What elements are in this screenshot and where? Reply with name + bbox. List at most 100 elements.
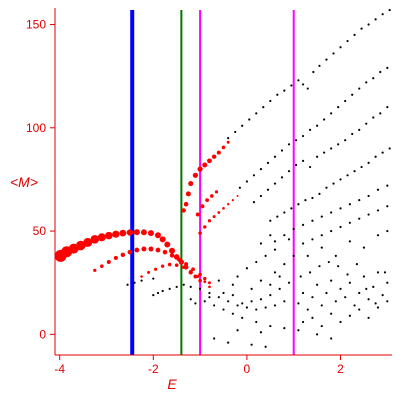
point-s1-205 <box>337 265 340 268</box>
point-s1-155 <box>273 248 277 251</box>
point-s1-43 <box>365 81 368 84</box>
point-s0-57 <box>202 162 208 168</box>
point-s0-70 <box>198 231 202 235</box>
point-s1-51 <box>280 176 284 179</box>
point-s0-67 <box>205 198 210 202</box>
point-s1-12 <box>306 87 309 90</box>
point-s1-174 <box>194 302 197 305</box>
point-s1-198 <box>376 271 380 274</box>
point-s1-187 <box>325 291 328 295</box>
axes: -4 -2 0 2 0 50 100 150 <box>26 8 392 376</box>
point-s1-117 <box>386 229 389 233</box>
point-s1-153 <box>255 260 258 264</box>
point-s1-156 <box>259 242 263 245</box>
point-s1-20 <box>360 27 363 30</box>
point-s1-131 <box>217 296 220 299</box>
point-s0-39 <box>198 272 202 277</box>
point-s1-96 <box>376 188 380 191</box>
point-s1-173 <box>189 298 192 301</box>
point-s0-63 <box>181 208 186 213</box>
point-s1-134 <box>245 306 249 309</box>
point-s0-53 <box>185 191 191 197</box>
point-s0-75 <box>222 207 225 210</box>
point-s1-164 <box>241 316 244 319</box>
point-s0-12 <box>140 229 147 236</box>
point-s0-77 <box>231 198 234 202</box>
point-s1-54 <box>301 159 305 162</box>
point-s0-47 <box>174 263 179 267</box>
point-s1-125 <box>182 283 185 286</box>
point-s1-133 <box>236 304 239 307</box>
point-s1-24 <box>388 8 391 12</box>
point-s1-218 <box>367 316 370 319</box>
point-s0-4 <box>83 237 93 247</box>
point-s1-122 <box>161 289 164 293</box>
point-s1-74 <box>318 192 321 195</box>
point-s0-25 <box>100 264 104 268</box>
y-tick-label-1: 50 <box>33 224 47 238</box>
x-tick-label-3: 2 <box>337 362 344 376</box>
point-s0-45 <box>160 264 165 268</box>
point-s1-49 <box>266 188 270 191</box>
point-s1-7 <box>276 93 279 96</box>
point-s1-217 <box>358 308 361 311</box>
point-s1-202 <box>308 271 312 274</box>
point-s1-113 <box>334 254 337 257</box>
point-s0-41 <box>207 281 211 285</box>
y-tick-label-2: 100 <box>26 121 46 135</box>
point-s0-58 <box>207 158 212 164</box>
point-s1-166 <box>269 324 272 328</box>
point-s1-72 <box>304 198 307 202</box>
point-s1-121 <box>152 277 155 280</box>
point-s0-14 <box>154 232 161 239</box>
point-s1-172 <box>208 296 211 299</box>
point-s0-54 <box>188 181 194 187</box>
point-s1-63 <box>365 122 368 125</box>
point-s1-140 <box>231 294 234 297</box>
point-s1-91 <box>330 211 333 214</box>
point-s1-158 <box>287 238 291 241</box>
point-s0-51 <box>203 280 207 284</box>
point-s0-22 <box>193 274 198 279</box>
point-s1-130 <box>208 291 211 295</box>
point-s1-95 <box>367 194 370 198</box>
point-s1-29 <box>266 161 270 165</box>
point-s1-203 <box>318 265 321 268</box>
point-s1-90 <box>320 215 323 218</box>
point-s1-78 <box>346 174 349 177</box>
point-s1-62 <box>358 128 361 131</box>
point-s1-109 <box>283 263 286 266</box>
point-s1-13 <box>312 70 315 74</box>
point-s1-56 <box>316 155 319 158</box>
point-s1-11 <box>301 83 305 86</box>
point-s0-56 <box>197 166 203 172</box>
point-s0-44 <box>154 267 158 271</box>
point-s1-45 <box>379 70 382 74</box>
point-s1-1 <box>234 130 237 134</box>
point-s1-59 <box>337 143 340 146</box>
point-s1-2 <box>241 124 244 127</box>
point-s1-220 <box>386 300 389 303</box>
point-s1-61 <box>351 132 354 136</box>
point-s1-171 <box>203 300 206 303</box>
point-s1-27 <box>252 174 256 177</box>
point-s0-8 <box>112 230 120 238</box>
point-s1-3 <box>248 118 251 121</box>
point-s1-88 <box>301 223 305 226</box>
point-s1-106 <box>376 209 380 212</box>
point-s1-186 <box>320 304 323 307</box>
point-s1-154 <box>264 254 267 257</box>
point-s1-207 <box>355 263 358 266</box>
point-s1-144 <box>269 294 272 297</box>
point-s1-182 <box>301 291 305 295</box>
point-s0-9 <box>119 229 127 237</box>
point-s1-150 <box>278 275 281 278</box>
point-s0-29 <box>127 249 133 255</box>
point-s1-162 <box>222 308 225 311</box>
point-s1-161 <box>213 304 216 307</box>
point-s1-64 <box>372 116 375 119</box>
point-s1-167 <box>283 327 286 330</box>
point-s1-115 <box>362 246 366 249</box>
point-s0-60 <box>216 150 221 155</box>
point-s1-219 <box>376 306 380 309</box>
